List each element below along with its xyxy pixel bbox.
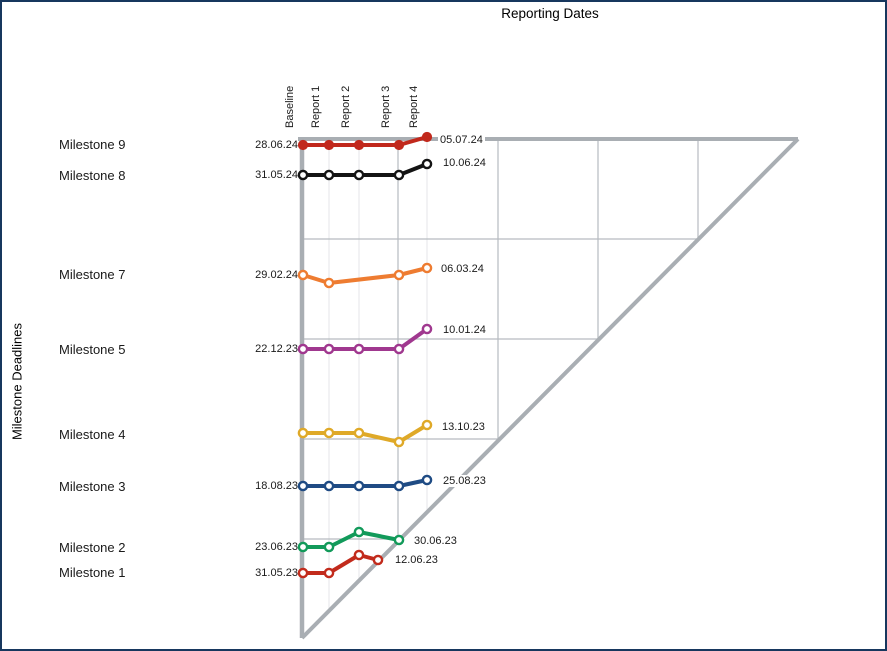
data-point-marker xyxy=(393,139,405,151)
data-point-marker xyxy=(323,139,335,151)
final-date-label: 30.06.23 xyxy=(412,535,459,547)
data-point-marker xyxy=(353,549,365,561)
column-header-report-1: Report 1 xyxy=(310,85,322,128)
baseline-date-label: 28.06.24 xyxy=(255,139,298,151)
final-date-label: 12.06.23 xyxy=(393,554,440,566)
milestone-name-label: Milestone 8 xyxy=(59,168,126,183)
column-header-report-2: Report 2 xyxy=(340,85,352,128)
baseline-date-label: 31.05.23 xyxy=(255,567,298,579)
series-line-milestone-7 xyxy=(302,266,428,285)
final-date-label: 05.07.24 xyxy=(438,134,485,146)
series-line-milestone-8 xyxy=(303,162,428,177)
final-date-label: 13.10.23 xyxy=(440,421,487,433)
data-point-marker xyxy=(421,131,433,143)
data-point-marker xyxy=(297,169,309,181)
column-header-report-4: Report 4 xyxy=(408,85,420,128)
data-point-marker xyxy=(421,474,433,486)
baseline-date-label: 23.06.23 xyxy=(255,541,298,553)
column-header-report-3: Report 3 xyxy=(380,85,392,128)
data-point-marker xyxy=(297,480,309,492)
series-line-milestone-1 xyxy=(303,553,379,575)
data-point-marker xyxy=(393,480,405,492)
data-point-marker xyxy=(297,269,309,281)
baseline-date-label: 18.08.23 xyxy=(255,480,298,492)
data-point-marker xyxy=(323,480,335,492)
data-point-marker xyxy=(393,269,405,281)
data-point-marker xyxy=(353,427,365,439)
data-point-marker xyxy=(323,427,335,439)
milestone-name-label: Milestone 4 xyxy=(59,427,126,442)
data-point-marker xyxy=(421,323,433,335)
data-point-marker xyxy=(323,277,335,289)
data-point-marker xyxy=(353,526,365,538)
milestone-name-label: Milestone 2 xyxy=(59,540,126,555)
final-date-label: 10.01.24 xyxy=(441,324,488,336)
final-date-label: 25.08.23 xyxy=(441,475,488,487)
data-point-marker xyxy=(297,427,309,439)
baseline-date-label: 29.02.24 xyxy=(255,269,298,281)
series-line-milestone-3 xyxy=(303,478,428,488)
baseline-date-label: 22.12.23 xyxy=(255,343,298,355)
data-point-marker xyxy=(353,169,365,181)
data-point-marker xyxy=(372,554,384,566)
data-point-marker xyxy=(353,139,365,151)
final-date-label: 10.06.24 xyxy=(441,157,488,169)
data-point-marker xyxy=(421,419,433,431)
milestone-name-label: Milestone 5 xyxy=(59,342,126,357)
milestone-name-label: Milestone 7 xyxy=(59,267,126,282)
data-point-marker xyxy=(297,343,309,355)
milestone-name-label: Milestone 1 xyxy=(59,565,126,580)
data-point-marker xyxy=(393,169,405,181)
series-line-milestone-2 xyxy=(303,530,400,549)
data-point-marker xyxy=(323,169,335,181)
data-point-marker xyxy=(353,343,365,355)
data-point-marker xyxy=(323,567,335,579)
data-point-marker xyxy=(297,567,309,579)
column-header-baseline: Baseline xyxy=(284,85,296,128)
data-point-marker xyxy=(421,262,433,274)
data-point-marker xyxy=(323,541,335,553)
data-point-marker xyxy=(297,139,309,151)
data-point-marker xyxy=(297,541,309,553)
milestone-name-label: Milestone 3 xyxy=(59,479,126,494)
chart-title: Reporting Dates xyxy=(501,6,599,21)
data-point-marker xyxy=(353,480,365,492)
final-date-label: 06.03.24 xyxy=(439,263,486,275)
data-point-marker xyxy=(323,343,335,355)
baseline-date-label: 31.05.24 xyxy=(255,169,298,181)
completion-diagonal-line xyxy=(300,137,800,640)
data-point-marker xyxy=(393,436,405,448)
data-point-marker xyxy=(421,158,433,170)
milestone-name-label: Milestone 9 xyxy=(59,137,126,152)
data-point-marker xyxy=(393,534,405,546)
data-point-marker xyxy=(393,343,405,355)
